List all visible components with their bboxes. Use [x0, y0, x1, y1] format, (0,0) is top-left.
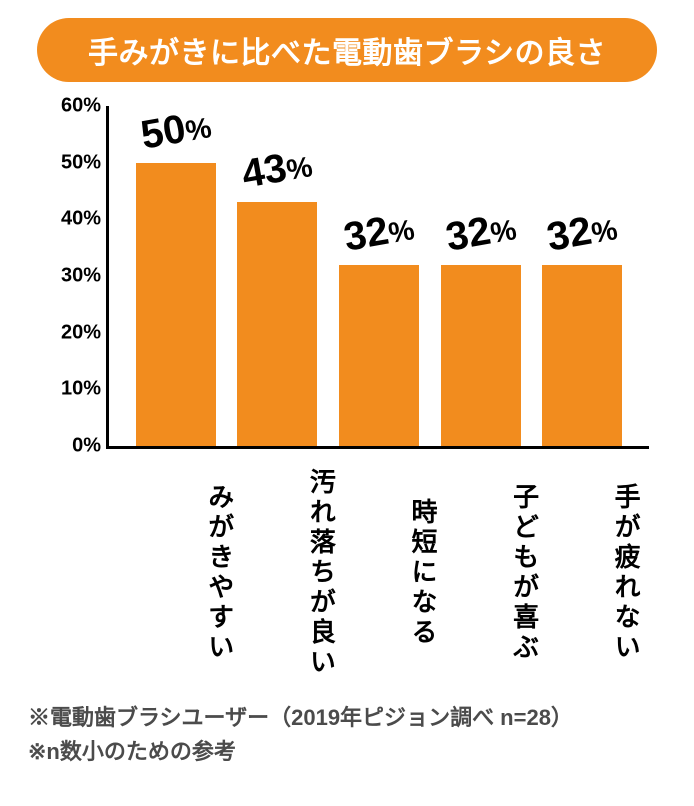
x-tick-label: 汚れ落ちが良い: [254, 463, 334, 683]
bar-value-label: 32%: [442, 204, 519, 260]
chart-area: 50%43%32%32%32% 0%10%20%30%40%50%60% みがき…: [48, 106, 666, 683]
x-tick-label: みがきやすい: [153, 463, 233, 683]
bar-column: 50%: [136, 163, 216, 446]
y-tick-label: 20%: [45, 321, 101, 344]
x-axis-labels: みがきやすい汚れ落ちが良い時短になる子どもが喜ぶ手が疲れない: [126, 463, 666, 683]
bar-value-label: 32%: [544, 204, 621, 260]
bar-column: 32%: [542, 265, 622, 446]
bar: [339, 265, 419, 446]
chart-title-pill: 手みがきに比べた電動歯ブラシの良さ: [37, 18, 657, 82]
bar-column: 32%: [339, 265, 419, 446]
bar: [542, 265, 622, 446]
bar: [136, 163, 216, 446]
footnote-line: ※電動歯ブラシユーザー（2019年ピジョン調べ n=28）: [28, 701, 666, 735]
bars-container: 50%43%32%32%32%: [109, 106, 649, 446]
bar: [441, 265, 521, 446]
y-tick-label: 10%: [45, 378, 101, 401]
footnotes: ※電動歯ブラシユーザー（2019年ピジョン調べ n=28）※n数小のための参考: [28, 701, 666, 769]
bar-column: 43%: [237, 202, 317, 446]
footnote-line: ※n数小のための参考: [28, 735, 666, 769]
x-tick-label: 子どもが喜ぶ: [458, 463, 538, 683]
x-tick-label: 時短になる: [356, 463, 436, 683]
x-tick-label: 手が疲れない: [559, 463, 639, 683]
bar-column: 32%: [441, 265, 521, 446]
y-tick-label: 40%: [45, 208, 101, 231]
plot-region: 50%43%32%32%32% 0%10%20%30%40%50%60%: [106, 106, 649, 449]
y-tick-label: 60%: [45, 95, 101, 118]
y-tick-label: 0%: [45, 435, 101, 458]
bar-value-label: 43%: [239, 142, 316, 198]
chart-title-text: 手みがきに比べた電動歯ブラシの良さ: [88, 28, 606, 72]
y-tick-label: 50%: [45, 151, 101, 174]
bar-value-label: 32%: [341, 204, 418, 260]
bar-value-label: 50%: [137, 102, 214, 158]
bar: [237, 202, 317, 446]
y-tick-label: 30%: [45, 265, 101, 288]
